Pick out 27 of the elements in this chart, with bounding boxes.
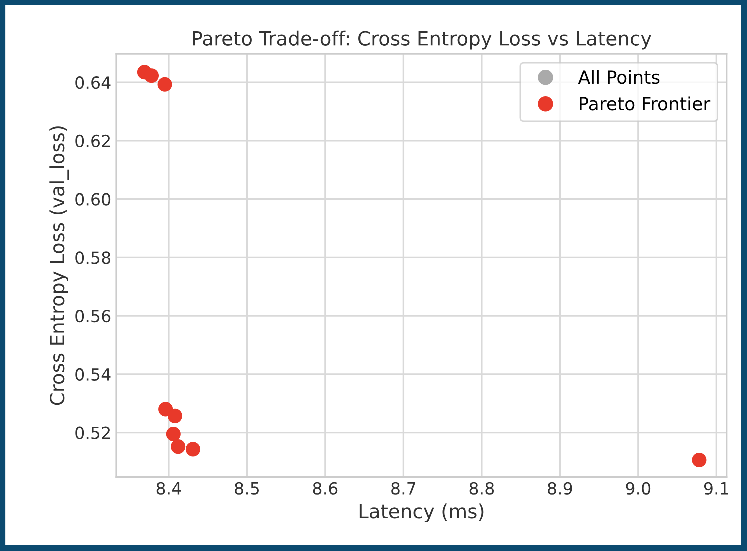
x-tick-label: 8.4 [156,482,182,495]
y-tick-label: 0.62 [76,134,110,148]
point [166,426,181,442]
point [186,442,200,457]
point [171,440,186,454]
point [692,452,707,468]
legend-label: Pareto Frontier [580,96,711,111]
x-tick-label: 8.5 [235,482,259,495]
y-tick-label: 0.54 [76,368,111,382]
y-tick-label: 0.56 [76,310,111,323]
x-tick-label: 8.8 [470,482,494,495]
x-tick-label: 8.7 [392,482,416,495]
x-tick-label: 9.0 [626,482,651,495]
y-axis-title: Cross Entropy Loss (val_loss) [50,126,70,406]
y-tick-label: 0.64 [76,76,111,90]
point [168,408,182,424]
x-tick-label: 9.1 [704,482,728,495]
legend-label: All Points [578,70,660,84]
x-axis-title: Latency (ms) [360,504,484,523]
x-tick-label: 8.6 [313,482,338,495]
chart-title: Pareto Trade-off: Cross Entropy Loss vs Latency [193,30,652,50]
y-tick-label: 0.60 [76,193,111,206]
point [144,68,160,84]
x-tick-label: 8.9 [548,482,572,495]
y-tick-label: 0.58 [76,252,111,264]
y-tick-label: 0.52 [76,426,110,440]
point [158,77,172,92]
